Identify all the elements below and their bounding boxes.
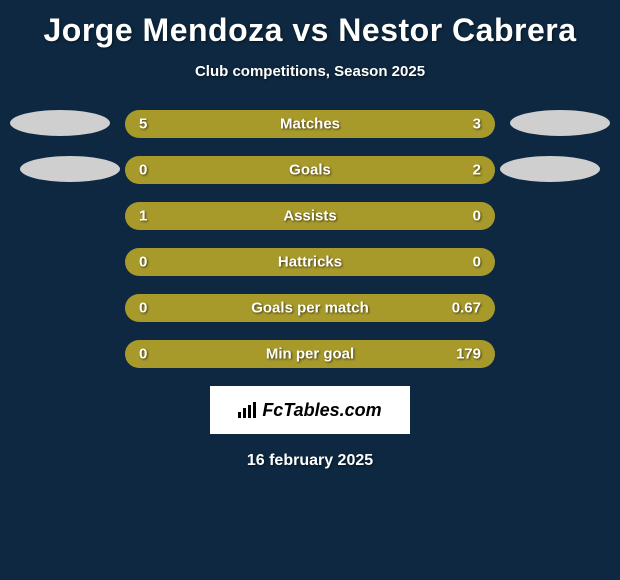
value-right: 0 — [473, 208, 481, 225]
value-left: 0 — [139, 346, 147, 363]
player-left-badge-2 — [20, 156, 120, 182]
comparison-chart: 5 3 Matches 0 2 Goals 1 0 Assists 0 0 Hattricks 0 0.6… — [0, 110, 620, 368]
value-right: 179 — [456, 346, 481, 363]
page-title: Jorge Mendoza vs Nestor Cabrera — [0, 0, 620, 49]
value-left: 0 — [139, 162, 147, 179]
value-right: 3 — [473, 116, 481, 133]
value-left: 1 — [139, 208, 147, 225]
value-left: 5 — [139, 116, 147, 133]
bar-left-fill — [125, 156, 192, 184]
bar-row: 0 179 Min per goal — [125, 340, 495, 368]
player-left-badge-1 — [10, 110, 110, 136]
value-right: 0 — [473, 254, 481, 271]
chart-icon — [238, 402, 258, 418]
bar-row: 5 3 Matches — [125, 110, 495, 138]
bar-label: Assists — [283, 208, 336, 225]
bar-label: Hattricks — [278, 254, 342, 271]
value-left: 0 — [139, 254, 147, 271]
subtitle: Club competitions, Season 2025 — [0, 63, 620, 80]
bar-right-fill — [192, 156, 495, 184]
value-right: 2 — [473, 162, 481, 179]
bar-row: 0 2 Goals — [125, 156, 495, 184]
bar-label: Min per goal — [266, 346, 354, 363]
date: 16 february 2025 — [0, 452, 620, 470]
bar-label: Matches — [280, 116, 340, 133]
bar-row: 0 0 Hattricks — [125, 248, 495, 276]
value-left: 0 — [139, 300, 147, 317]
player-right-badge-2 — [500, 156, 600, 182]
bar-row: 1 0 Assists — [125, 202, 495, 230]
value-right: 0.67 — [452, 300, 481, 317]
bar-row: 0 0.67 Goals per match — [125, 294, 495, 322]
logo-text: FcTables.com — [262, 400, 381, 421]
bar-label: Goals — [289, 162, 331, 179]
player-right-badge-1 — [510, 110, 610, 136]
logo-box: FcTables.com — [210, 386, 410, 434]
logo: FcTables.com — [238, 400, 381, 421]
bar-label: Goals per match — [251, 300, 369, 317]
bar-left-fill — [125, 202, 391, 230]
